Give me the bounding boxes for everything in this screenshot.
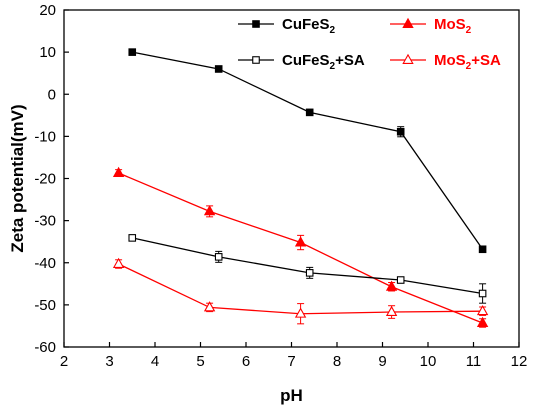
legend-item: CuFeS2 [238,16,336,36]
series-mos2-sa [112,257,489,325]
legend-label: MoS2 [434,16,472,36]
data-point [478,289,487,298]
data-point [214,253,223,261]
data-point [294,236,307,247]
y-tick-label: -30 [34,213,56,230]
series-cufes2 [128,48,487,254]
x-tick-label: 12 [511,353,528,370]
y-tick-label: -60 [34,339,56,356]
y-tick-label: 0 [48,86,56,103]
data-point [305,269,314,277]
x-tick-label: 6 [242,353,250,370]
y-tick-label: -40 [34,255,56,272]
y-tick-label: -50 [34,297,56,314]
legend-marker [402,53,414,64]
y-tick-label: 20 [39,2,56,19]
legend-label: MoS2+SA [434,52,501,72]
x-tick-label: 4 [151,353,159,370]
legend: CuFeS2 MoS2 CuFeS2+SA MoS2+SA [238,16,501,72]
data-point [112,257,125,268]
data-point [112,166,125,177]
data-point [478,245,487,254]
series-layer [112,48,489,328]
x-tick-label: 3 [105,353,113,370]
legend-item: MoS2 [390,16,472,36]
data-point [203,205,216,216]
y-tick-label: -10 [34,128,56,145]
x-tick-label: 2 [60,353,68,370]
data-point [128,234,137,242]
y-axis-title: Zeta potential(mV) [8,104,27,252]
legend-item: MoS2+SA [390,52,501,72]
data-point [396,276,405,284]
data-point [476,304,489,316]
legend-label: CuFeS2+SA [282,52,365,72]
legend-item: CuFeS2+SA [238,52,365,72]
y-tick-label: 10 [39,44,56,61]
data-point [385,305,398,316]
series-cufes2-sa [128,234,487,304]
legend-marker [402,17,414,28]
legend-marker [252,56,260,64]
data-point [385,280,398,291]
data-point [294,307,307,318]
data-point [128,48,137,56]
x-tick-label: 10 [420,353,437,370]
legend-label: CuFeS2 [282,16,336,36]
x-tick-label: 9 [378,353,386,370]
x-tick-label: 5 [196,353,204,370]
x-axis-title: pH [280,386,303,405]
series-mos2 [112,166,489,328]
data-point [214,65,223,73]
x-tick-label: 11 [466,353,482,370]
series-line [132,51,484,250]
data-point [305,108,314,117]
data-point [396,127,405,136]
data-point [203,301,216,312]
legend-marker [252,20,260,28]
data-point [476,316,489,327]
ticks-layer: 2 3 4 5 6 7 8 9 10 11 12 -60 -50 -40 -30 -20 -10 0 10 20 [34,2,527,370]
y-tick-label: -20 [34,171,56,188]
x-tick-label: 8 [333,353,341,370]
x-tick-label: 7 [287,353,295,370]
